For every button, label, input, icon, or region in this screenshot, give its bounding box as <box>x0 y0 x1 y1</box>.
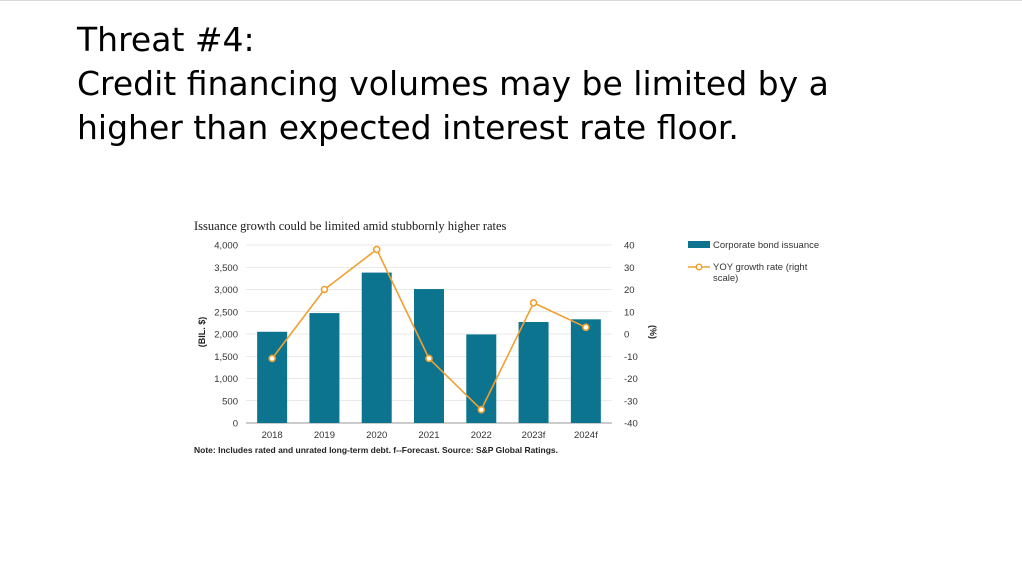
slide-title: Threat #4: Credit financing volumes may … <box>77 18 977 150</box>
y2-tick-label: -30 <box>624 396 638 407</box>
growth-point-2022 <box>477 405 486 414</box>
bar-2020 <box>361 272 392 423</box>
chart-title: Issuance growth could be limited amid st… <box>194 219 507 233</box>
y-tick-label: 500 <box>222 396 238 407</box>
y2-tick-label: 0 <box>624 330 629 341</box>
legend: Corporate bond issuance YOY growth rate … <box>688 240 819 284</box>
bars <box>257 272 601 423</box>
x-tick-label: 2021 <box>418 430 439 441</box>
y2-tick-label: -20 <box>624 374 638 385</box>
y2-tick-label: -40 <box>624 419 638 430</box>
growth-point-2023f <box>529 299 538 307</box>
right-tick-labels: 40 30 20 10 0 -10 -20 -30 -40 <box>624 241 638 430</box>
y-tick-label: 4,000 <box>214 241 238 252</box>
x-tick-label: 2018 <box>262 430 283 441</box>
y-tick-label: 2,000 <box>214 330 238 341</box>
bar-2019 <box>309 313 340 423</box>
y-axis-label: (BIL. $) <box>197 317 207 348</box>
slide-title-line-1: Threat #4: <box>77 20 255 59</box>
y-tick-label: 2,500 <box>214 307 238 318</box>
growth-line <box>268 245 590 414</box>
growth-point-2024f <box>582 323 590 332</box>
y2-tick-label: 20 <box>624 285 635 296</box>
bar-2023f <box>518 321 549 423</box>
top-rule <box>0 0 1022 1</box>
legend-bar-label: Corporate bond issuance <box>713 240 819 251</box>
chart-note: Note: Includes rated and unrated long-te… <box>194 445 558 455</box>
y2-tick-label: 10 <box>624 307 635 318</box>
y2-axis-label: (%) <box>648 325 658 339</box>
x-tick-label: 2024f <box>574 430 598 441</box>
legend-line-label: YOY growth rate (right scale) <box>713 262 810 284</box>
y2-tick-label: 40 <box>624 241 635 252</box>
y-tick-label: 0 <box>233 419 238 430</box>
legend-bar-swatch <box>688 241 710 248</box>
y-tick-label: 1,500 <box>214 352 238 363</box>
y-tick-label: 1,000 <box>214 374 238 385</box>
growth-point-2021 <box>425 354 433 363</box>
slide-title-line-2: Credit financing volumes may be limited … <box>77 64 829 103</box>
x-tick-labels: 2018 2019 2020 2021 2022 2023f 2024f <box>262 430 599 441</box>
growth-point-2020 <box>372 245 381 254</box>
slide-title-line-3: higher than expected interest rate floor… <box>77 108 739 147</box>
x-tick-label: 2019 <box>314 430 335 441</box>
legend-line-marker <box>695 263 703 271</box>
left-tick-labels: 4,000 3,500 3,000 2,500 2,000 1,500 1,000 500 0 <box>214 241 238 430</box>
bar-2018 <box>257 331 288 423</box>
bar-2024f <box>570 319 601 423</box>
x-tick-label: 2023f <box>522 430 546 441</box>
growth-point-2018 <box>268 354 276 363</box>
legend-line-label-part-1: YOY growth rate (right <box>713 262 808 273</box>
y-tick-label: 3,000 <box>214 285 238 296</box>
x-tick-label: 2022 <box>471 430 492 441</box>
growth-point-2019 <box>320 285 329 294</box>
legend-line-label-part-2: scale) <box>713 273 738 284</box>
y2-tick-label: -10 <box>624 352 638 363</box>
y2-tick-label: 30 <box>624 263 635 274</box>
x-tick-label: 2020 <box>366 430 387 441</box>
y-tick-label: 3,500 <box>214 263 238 274</box>
